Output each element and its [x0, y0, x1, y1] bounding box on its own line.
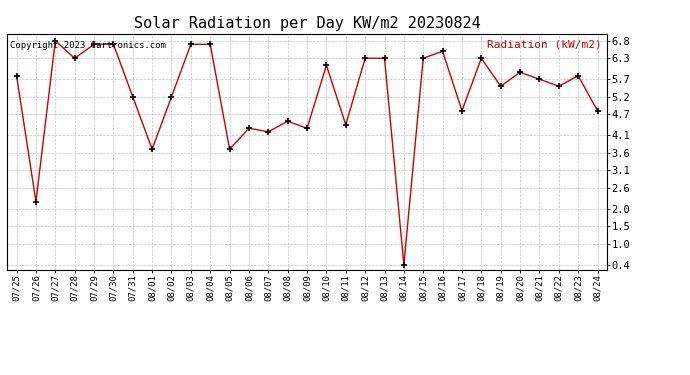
Radiation (kW/m2): [226, 147, 234, 152]
Radiation (kW/m2): [535, 77, 544, 81]
Title: Solar Radiation per Day KW/m2 20230824: Solar Radiation per Day KW/m2 20230824: [134, 16, 480, 31]
Radiation (kW/m2): [284, 119, 292, 123]
Radiation (kW/m2): [12, 74, 21, 78]
Radiation (kW/m2): [245, 126, 253, 130]
Radiation (kW/m2): [187, 42, 195, 46]
Radiation (kW/m2): [438, 49, 446, 54]
Radiation (kW/m2): [148, 147, 156, 152]
Text: Copyright 2023 Cartronics.com: Copyright 2023 Cartronics.com: [10, 41, 166, 50]
Radiation (kW/m2): [70, 56, 79, 60]
Radiation (kW/m2): [342, 123, 350, 127]
Radiation (kW/m2): [128, 94, 137, 99]
Radiation (kW/m2): [51, 39, 59, 43]
Radiation (kW/m2): [361, 56, 369, 60]
Radiation (kW/m2): [419, 56, 427, 60]
Radiation (kW/m2): [477, 56, 486, 60]
Radiation (kW/m2): [400, 262, 408, 267]
Radiation (kW/m2): [555, 84, 563, 88]
Radiation (kW/m2): [593, 108, 602, 113]
Radiation (kW/m2): [206, 42, 215, 46]
Radiation (kW/m2): [458, 108, 466, 113]
Line: Radiation (kW/m2): Radiation (kW/m2): [13, 37, 601, 268]
Radiation (kW/m2): [380, 56, 388, 60]
Radiation (kW/m2): [303, 126, 311, 130]
Radiation (kW/m2): [168, 94, 176, 99]
Radiation (kW/m2): [90, 42, 98, 46]
Radiation (kW/m2): [109, 42, 117, 46]
Radiation (kW/m2): [497, 84, 505, 88]
Radiation (kW/m2): [574, 74, 582, 78]
Radiation (kW/m2): [516, 70, 524, 75]
Legend: Radiation (kW/m2): Radiation (kW/m2): [487, 39, 602, 49]
Radiation (kW/m2): [32, 200, 40, 204]
Radiation (kW/m2): [264, 129, 273, 134]
Radiation (kW/m2): [322, 63, 331, 68]
